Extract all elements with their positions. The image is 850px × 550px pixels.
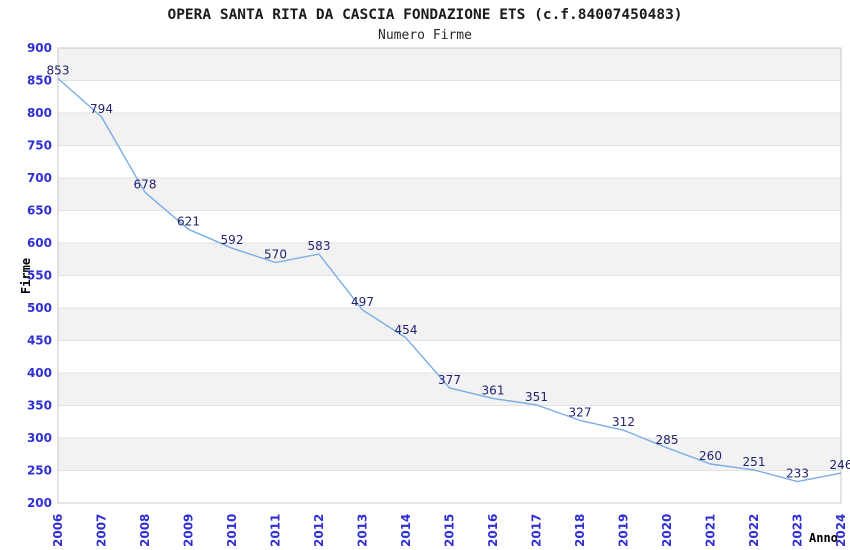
x-tick-label: 2023: [791, 514, 805, 547]
data-point-label: 454: [395, 323, 418, 337]
y-tick-label: 350: [27, 399, 52, 413]
x-tick-label: 2019: [617, 514, 631, 547]
data-point-label: 583: [308, 239, 331, 253]
x-tick-label: 2016: [486, 514, 500, 547]
y-tick-label: 750: [27, 139, 52, 153]
y-tick-label: 700: [27, 171, 52, 185]
data-point-label: 570: [264, 248, 287, 262]
y-tick-label: 400: [27, 366, 52, 380]
data-point-label: 351: [525, 390, 548, 404]
y-tick-label: 800: [27, 106, 52, 120]
x-tick-label: 2014: [399, 514, 413, 547]
data-point-label: 246: [830, 458, 850, 472]
plot-band: [58, 438, 841, 471]
plot-band: [58, 308, 841, 341]
x-tick-label: 2015: [443, 514, 457, 547]
x-tick-label: 2021: [704, 514, 718, 547]
plot-band: [58, 178, 841, 211]
chart-subtitle: Numero Firme: [378, 28, 472, 43]
y-tick-label: 600: [27, 236, 52, 250]
plot-band: [58, 373, 841, 406]
x-tick-label: 2020: [660, 514, 674, 547]
data-point-label: 361: [482, 383, 505, 397]
y-tick-label: 650: [27, 204, 52, 218]
y-tick-label: 550: [27, 269, 52, 283]
data-point-label: 327: [569, 405, 592, 419]
x-tick-label: 2012: [312, 514, 326, 547]
y-tick-label: 500: [27, 301, 52, 315]
x-tick-label: 2008: [138, 514, 152, 547]
data-point-label: 678: [134, 177, 157, 191]
y-tick-label: 200: [27, 496, 52, 510]
data-point-label: 497: [351, 295, 374, 309]
x-tick-label: 2022: [747, 514, 761, 547]
data-point-label: 592: [221, 233, 244, 247]
data-point-label: 285: [656, 433, 679, 447]
data-point-label: 312: [612, 415, 635, 429]
plot-band: [58, 243, 841, 276]
data-point-label: 377: [438, 373, 461, 387]
y-tick-label: 900: [27, 41, 52, 55]
data-point-label: 233: [786, 467, 809, 481]
x-tick-label: 2006: [51, 514, 65, 547]
x-axis-title: Anno: [809, 531, 838, 545]
data-point-label: 853: [47, 64, 70, 78]
x-tick-label: 2009: [182, 514, 196, 547]
x-tick-label: 2007: [95, 514, 109, 547]
x-tick-label: 2018: [573, 514, 587, 547]
x-tick-label: 2010: [225, 514, 239, 547]
data-point-label: 260: [699, 449, 722, 463]
data-point-label: 621: [177, 214, 200, 228]
y-tick-label: 850: [27, 74, 52, 88]
x-tick-label: 2011: [269, 514, 283, 547]
plot-band: [58, 48, 841, 81]
firme-trend-line: [57, 77, 842, 483]
plot-band: [58, 113, 841, 146]
data-point-label: 794: [90, 102, 113, 116]
y-tick-label: 250: [27, 464, 52, 478]
y-tick-label: 450: [27, 334, 52, 348]
x-tick-label: 2013: [356, 514, 370, 547]
plot-border: [57, 47, 842, 504]
data-point-label: 251: [743, 455, 766, 469]
x-tick-label: 2017: [530, 514, 544, 547]
y-tick-label: 300: [27, 431, 52, 445]
x-tick-label: 2024: [834, 514, 848, 547]
chart-title: OPERA SANTA RITA DA CASCIA FONDAZIONE ET…: [167, 7, 683, 23]
